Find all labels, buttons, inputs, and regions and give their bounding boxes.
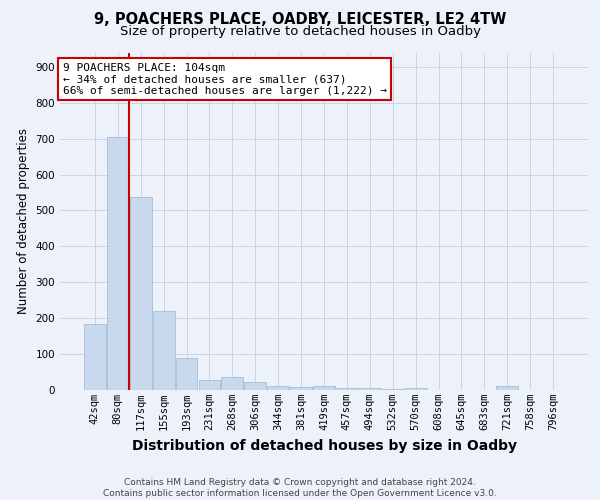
Text: Contains HM Land Registry data © Crown copyright and database right 2024.
Contai: Contains HM Land Registry data © Crown c… — [103, 478, 497, 498]
Bar — [290, 387, 312, 390]
Bar — [176, 358, 197, 390]
Bar — [107, 136, 128, 390]
Text: 9, POACHERS PLACE, OADBY, LEICESTER, LE2 4TW: 9, POACHERS PLACE, OADBY, LEICESTER, LE2… — [94, 12, 506, 28]
Bar — [382, 388, 404, 390]
Bar — [199, 380, 220, 390]
Text: 9 POACHERS PLACE: 104sqm
← 34% of detached houses are smaller (637)
66% of semi-: 9 POACHERS PLACE: 104sqm ← 34% of detach… — [62, 62, 386, 96]
Bar — [313, 386, 335, 390]
Bar — [405, 388, 427, 390]
Y-axis label: Number of detached properties: Number of detached properties — [17, 128, 30, 314]
Bar — [153, 312, 175, 390]
Bar — [336, 388, 358, 390]
X-axis label: Distribution of detached houses by size in Oadby: Distribution of detached houses by size … — [131, 438, 517, 452]
Bar — [244, 382, 266, 390]
Bar — [267, 386, 289, 390]
Bar — [221, 378, 243, 390]
Bar — [130, 197, 152, 390]
Bar — [496, 386, 518, 390]
Bar — [359, 388, 381, 390]
Text: Size of property relative to detached houses in Oadby: Size of property relative to detached ho… — [119, 25, 481, 38]
Bar — [84, 324, 106, 390]
